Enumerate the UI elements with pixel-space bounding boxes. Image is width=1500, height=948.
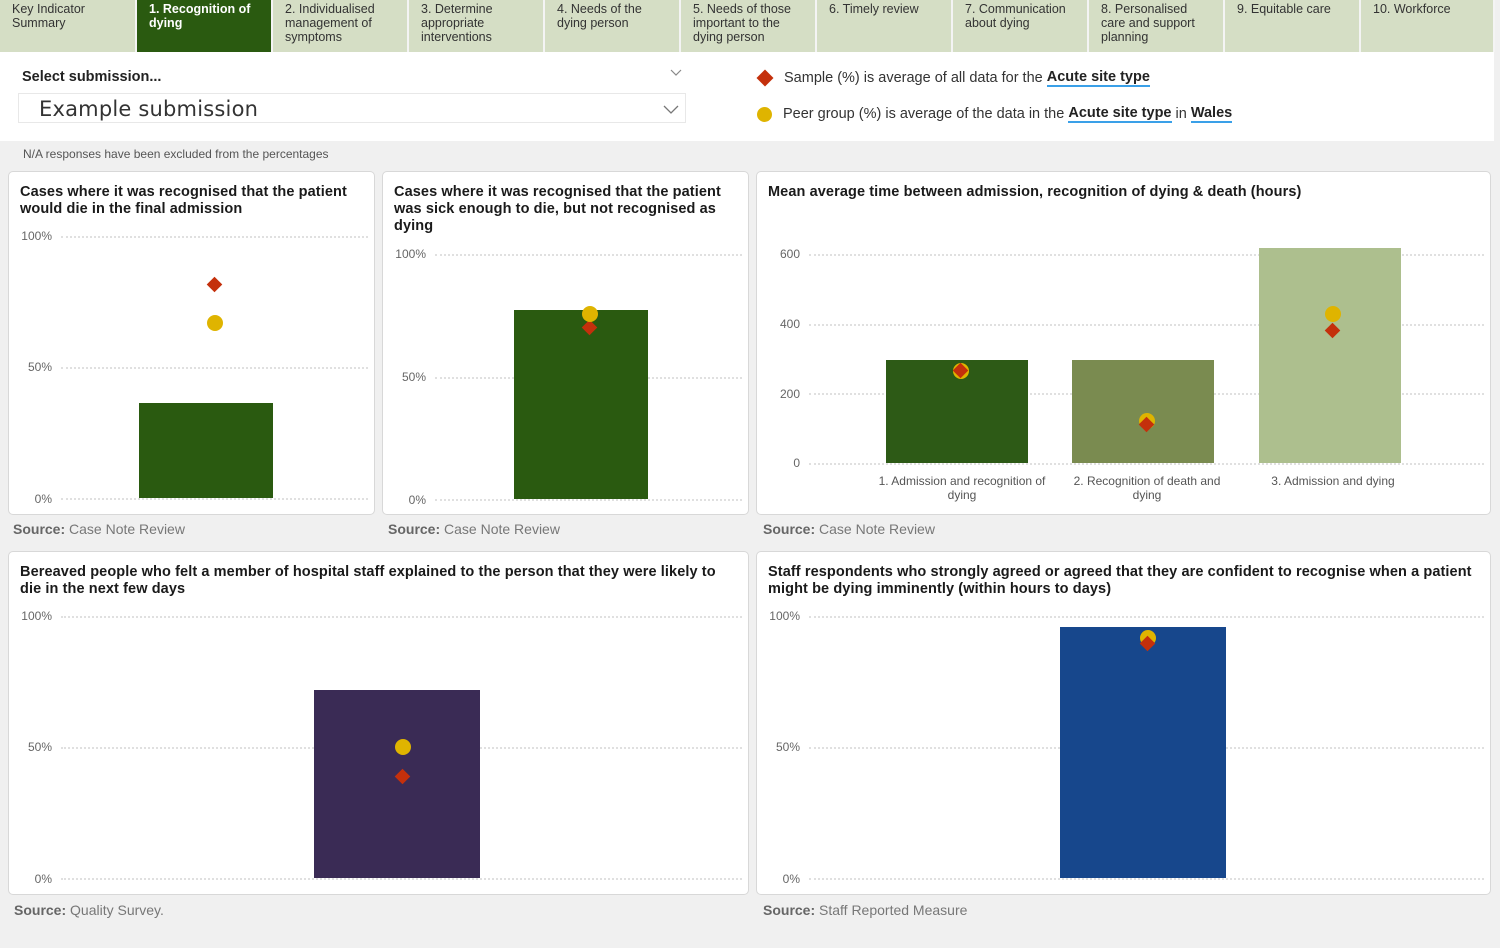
tab-needs-those-important[interactable]: 5. Needs of those important to the dying…	[681, 0, 817, 52]
submission-selected-value: Example submission	[39, 97, 259, 121]
gridline	[809, 254, 1484, 256]
bar-submission[interactable]	[514, 310, 648, 499]
gridline	[61, 236, 368, 238]
tab-needs-dying-person[interactable]: 4. Needs of the dying person	[545, 0, 681, 52]
tab-timely-review[interactable]: 6. Timely review	[817, 0, 953, 52]
y-tick: 100%	[769, 609, 800, 623]
bar-submission[interactable]	[139, 403, 273, 498]
gridline	[809, 616, 1484, 618]
legend-sample: Sample (%) is average of all data for th…	[756, 69, 1150, 87]
gridline	[61, 616, 742, 618]
wales-link[interactable]: Wales	[1190, 105, 1233, 123]
x-axis-label: 2. Recognition of death and dying	[1073, 474, 1221, 502]
sample-diamond-marker[interactable]	[206, 276, 223, 293]
circle-icon	[757, 106, 772, 122]
y-tick: 100%	[21, 609, 52, 623]
chart-card-recognised-would-die: Cases where it was recognised that the p…	[8, 171, 375, 515]
gridline	[61, 498, 368, 500]
chart-plot: 100% 50% 0%	[757, 552, 1492, 896]
peer-circle-marker[interactable]	[1325, 306, 1341, 322]
chart-card-staff-respondents: Staff respondents who strongly agreed or…	[756, 551, 1491, 895]
gridline	[435, 254, 742, 256]
y-tick: 50%	[401, 370, 426, 384]
y-tick: 0%	[34, 872, 52, 886]
chart-plot: 100% 50% 0%	[9, 552, 750, 896]
submission-dropdown[interactable]: Example submission	[18, 93, 686, 123]
tab-determine-interventions[interactable]: 3. Determine appropriate interventions	[409, 0, 545, 52]
tab-workforce[interactable]: 10. Workforce	[1361, 0, 1495, 52]
chevron-down-icon	[663, 105, 679, 114]
bar-submission[interactable]	[1060, 627, 1226, 878]
peer-circle-marker[interactable]	[207, 315, 223, 331]
na-note: N/A responses have been excluded from th…	[23, 147, 329, 161]
acute-site-type-link[interactable]: Acute site type	[1046, 69, 1150, 87]
y-tick: 50%	[27, 740, 52, 754]
y-tick: 200	[779, 387, 800, 401]
legend-peer-mid: in	[1171, 106, 1191, 122]
chart-card-sick-enough-to-die: Cases where it was recognised that the p…	[382, 171, 749, 515]
tab-personalised-care[interactable]: 8. Personalised care and support plannin…	[1089, 0, 1225, 52]
legend-peer-text: Peer group (%) is average of the data in…	[783, 106, 1069, 122]
bar-admission-dying[interactable]	[1259, 248, 1401, 463]
gridline	[809, 878, 1484, 880]
gridline	[61, 367, 368, 369]
gridline	[435, 499, 742, 501]
y-tick: 400	[779, 317, 800, 331]
chart-source: Source: Case Note Review	[763, 521, 935, 537]
chart-title: Cases where it was recognised that the p…	[20, 184, 347, 217]
bar-recognition-death[interactable]	[1072, 360, 1214, 463]
y-tick: 0%	[408, 493, 426, 507]
peer-circle-marker[interactable]	[582, 306, 598, 322]
bar-submission[interactable]	[314, 690, 480, 878]
tab-individualised-management[interactable]: 2. Individualised management of symptoms	[273, 0, 409, 52]
y-tick: 50%	[775, 740, 800, 754]
indicator-tabs: Key Indicator Summary 1. Recognition of …	[0, 0, 1500, 52]
tab-recognition-of-dying[interactable]: 1. Recognition of dying	[137, 0, 273, 52]
chart-card-bereaved-people: Bereaved people who felt a member of hos…	[8, 551, 749, 895]
y-tick: 100%	[395, 247, 426, 261]
chart-title: Cases where it was recognised that the p…	[394, 184, 721, 234]
y-tick: 50%	[27, 360, 52, 374]
chart-plot: 600 400 200 0 1. Admission and recogniti…	[757, 172, 1492, 516]
chart-plot: 100% 50% 0%	[9, 172, 376, 516]
chart-source: Source: Case Note Review	[388, 521, 560, 537]
x-axis-label: 3. Admission and dying	[1271, 474, 1395, 488]
x-axis-label: 1. Admission and recognition of dying	[878, 474, 1046, 502]
y-tick: 100%	[21, 229, 52, 243]
chart-title: Bereaved people who felt a member of hos…	[20, 564, 716, 597]
gridline	[809, 463, 1484, 465]
gridline	[61, 878, 742, 880]
chart-title: Staff respondents who strongly agreed or…	[768, 564, 1472, 597]
y-tick: 600	[779, 247, 800, 261]
peer-circle-marker[interactable]	[395, 739, 411, 755]
chart-title: Mean average time between admission, rec…	[768, 184, 1302, 200]
tab-communication[interactable]: 7. Communication about dying	[953, 0, 1089, 52]
chevron-down-icon[interactable]	[669, 66, 683, 80]
y-tick: 0%	[34, 492, 52, 506]
tab-key-indicator-summary[interactable]: Key Indicator Summary	[0, 0, 137, 52]
diamond-icon	[756, 69, 774, 87]
chart-plot: 100% 50% 0%	[383, 172, 750, 516]
legend-sample-text: Sample (%) is average of all data for th…	[784, 70, 1047, 86]
y-tick: 0%	[782, 872, 800, 886]
chart-source: Source: Staff Reported Measure	[763, 902, 968, 918]
chart-card-mean-average-time: Mean average time between admission, rec…	[756, 171, 1491, 515]
y-tick: 0	[793, 456, 800, 470]
chart-source: Source: Quality Survey.	[14, 902, 164, 918]
legend-peer: Peer group (%) is average of the data in…	[756, 105, 1233, 123]
acute-site-type-link[interactable]: Acute site type	[1068, 105, 1172, 123]
filter-header: Select submission... Example submission …	[0, 52, 1494, 141]
submission-select-label: Select submission...	[22, 69, 162, 85]
chart-source: Source: Case Note Review	[13, 521, 185, 537]
gridline	[809, 324, 1484, 326]
tab-equitable-care[interactable]: 9. Equitable care	[1225, 0, 1361, 52]
